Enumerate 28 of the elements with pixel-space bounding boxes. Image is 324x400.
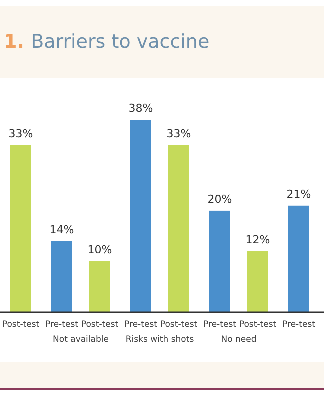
data-label: 10% [88, 243, 112, 256]
text: Pre-test [124, 320, 158, 330]
data-label: 14% [50, 223, 74, 236]
x-tick-label: Not available [53, 335, 109, 345]
text: Pre-test [204, 320, 236, 330]
x-tick-label: No need [221, 335, 257, 345]
bar [288, 206, 310, 312]
data-label: 21% [286, 188, 312, 201]
text: Pre-test [46, 320, 78, 330]
x-tick-label: Risks with shots [126, 335, 195, 345]
data-label: 33% [166, 127, 192, 140]
bar [10, 145, 32, 312]
bar [52, 241, 72, 312]
bar [90, 261, 110, 312]
data-label: 38% [128, 102, 154, 115]
bar [210, 210, 230, 312]
bar [248, 251, 268, 312]
text: Post-test [81, 320, 119, 330]
bar [130, 120, 152, 312]
text: Post-test [239, 320, 277, 330]
bar [168, 145, 190, 312]
series-label: Post-test [2, 320, 40, 330]
chart-title: 1. Barriers to vaccine [4, 31, 210, 53]
text: Post-test [160, 320, 198, 330]
data-label: 33% [8, 127, 34, 140]
data-label: 20% [208, 192, 232, 206]
data-label: 12% [246, 233, 270, 246]
series-label: Pre-test [282, 320, 316, 330]
